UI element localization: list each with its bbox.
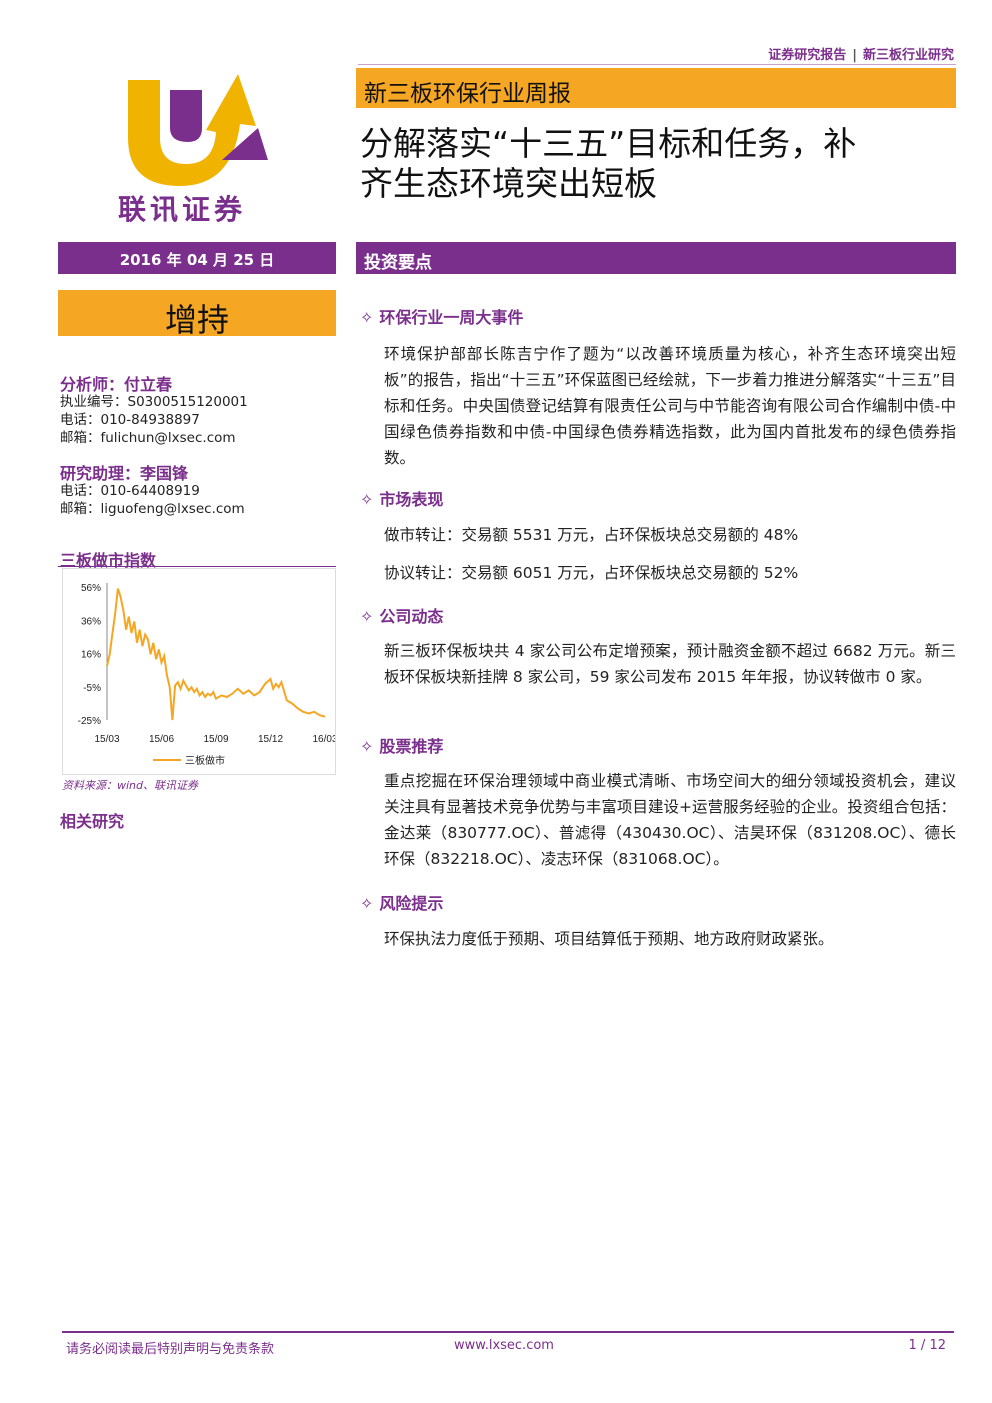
footer-disclaimer[interactable]: 请务必阅读最后特别声明与免责条款	[66, 1342, 275, 1357]
assistant-email[interactable]: 邮箱：liguofeng@lxsec.com	[60, 501, 245, 517]
bullet-paragraph: 协议转让：交易额 6051 万元，占环保板块总交易额的 52%	[384, 564, 799, 582]
assistant-contact: 电话：010-64408919 邮箱：liguofeng@lxsec.com	[60, 482, 245, 518]
assistant-name: 研究助理：李国锋	[60, 464, 189, 483]
bullet-paragraph: 环境保护部部长陈吉宁作了题为“以改善环境质量为核心，补齐生态环境突出短板”的报告…	[384, 345, 956, 467]
x-tick-label: 15/09	[203, 734, 228, 745]
bullet-heading-text: 公司动态	[379, 607, 444, 626]
analyst-name: 分析师：付立春	[60, 375, 173, 394]
bullet-heading-market: ✧ 市场表现	[360, 486, 443, 510]
analyst-contact: 执业编号：S0300515120001 电话：010-84938897 邮箱：f…	[60, 393, 248, 447]
chart-title: 三板做市指数	[60, 551, 157, 570]
y-tick-label: -5%	[83, 683, 101, 694]
analyst-phone: 电话：010-84938897	[60, 412, 200, 428]
report-category-header: 证券研究报告 | 新三板行业研究	[768, 44, 954, 63]
bullet-heading-risk: ✧ 风险提示	[360, 890, 443, 914]
bullet-heading-text: 股票推荐	[379, 737, 444, 756]
report-subcategory: 新三板行业研究	[862, 48, 954, 63]
analyst-email[interactable]: 邮箱：fulichun@lxsec.com	[60, 430, 236, 446]
report-title-line1: 分解落实“十三五”目标和任务，补	[360, 124, 857, 163]
report-title: 分解落实“十三五”目标和任务，补 齐生态环境突出短板	[360, 124, 960, 204]
bullet-heading-events: ✧ 环保行业一周大事件	[360, 304, 523, 328]
y-tick-label: 36%	[81, 616, 101, 627]
rating-box: 增持	[58, 290, 336, 339]
header-separator: |	[852, 48, 857, 63]
chart-source: 资料来源：wind、联讯证券	[62, 779, 199, 792]
y-tick-label: 56%	[81, 583, 101, 594]
diamond-bullet-icon: ✧	[360, 308, 374, 327]
bullet-paragraph: 做市转让：交易额 5531 万元，占环保板块总交易额的 48%	[384, 526, 799, 544]
bullet-paragraph: 新三板环保板块共 4 家公司公布定增预案，预计融资金额不超过 6682 万元。新…	[384, 642, 956, 686]
section-title: 投资要点	[364, 253, 432, 273]
header-divider	[358, 64, 956, 65]
x-tick-label: 15/03	[94, 734, 119, 745]
bullet-heading-text: 市场表现	[379, 490, 444, 509]
index-line-chart: 56% 36% 16% -5% -25% 15/03 15/06 15/09 15/12 16/0…	[78, 583, 338, 767]
report-type-bar: 新三板环保行业周报	[356, 68, 956, 108]
report-category: 证券研究报告	[768, 48, 847, 63]
bullet-heading-text: 环保行业一周大事件	[379, 308, 524, 327]
assistant-phone: 电话：010-64408919	[60, 483, 200, 499]
bullet-heading-company: ✧ 公司动态	[360, 603, 443, 627]
analyst-license: 执业编号：S0300515120001	[60, 394, 248, 410]
y-tick-label: 16%	[81, 650, 101, 661]
related-research[interactable]: 相关研究	[60, 812, 125, 831]
footer-website[interactable]: www.lxsec.com	[454, 1338, 554, 1353]
x-tick-label: 15/12	[258, 734, 283, 745]
series-line	[106, 588, 326, 721]
y-tick-label: -25%	[78, 716, 101, 727]
diamond-bullet-icon: ✧	[360, 737, 374, 756]
report-title-line2: 齐生态环境突出短板	[360, 164, 657, 203]
legend-label: 三板做市	[185, 754, 225, 767]
bullet-heading-stocks: ✧ 股票推荐	[360, 733, 443, 757]
report-type: 新三板环保行业周报	[364, 81, 571, 107]
diamond-bullet-icon: ✧	[360, 607, 374, 626]
diamond-bullet-icon: ✧	[360, 490, 374, 509]
x-tick-label: 15/06	[149, 734, 174, 745]
bullet-paragraph: 环保执法力度低于预期、项目结算低于预期、地方政府财政紧张。	[384, 930, 834, 948]
bullet-heading-text: 风险提示	[379, 894, 444, 913]
footer-divider	[62, 1331, 954, 1333]
rating: 增持	[164, 301, 229, 339]
chart-frame: 56% 36% 16% -5% -25% 15/03 15/06 15/09 15/12 16/0…	[62, 568, 338, 775]
company-logo-name: 联讯证券	[118, 193, 247, 226]
report-date-bar: 2016 年 04 月 25 日	[58, 242, 336, 274]
bullet-paragraph: 重点挖掘在环保治理领域中商业模式清晰、市场空间大的细分领域投资机会，建议关注具有…	[384, 772, 956, 868]
chart-title-divider	[58, 566, 336, 567]
diamond-bullet-icon: ✧	[360, 894, 374, 913]
x-tick-label: 16/03	[312, 734, 335, 745]
footer-page-number: 1 / 12	[908, 1338, 946, 1353]
company-logo-icon	[128, 74, 268, 186]
report-date: 2016 年 04 月 25 日	[119, 251, 275, 269]
section-bar: 投资要点	[356, 242, 956, 274]
